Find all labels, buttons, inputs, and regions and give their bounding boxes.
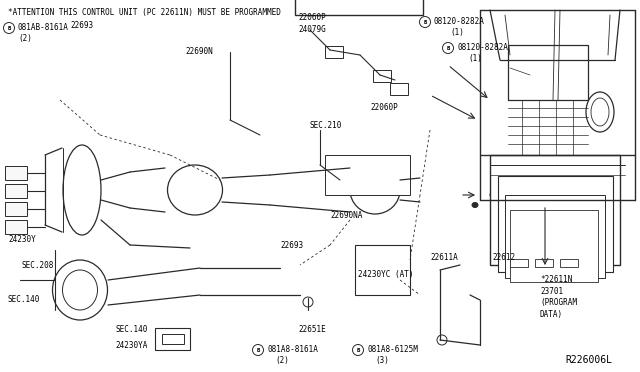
Text: (PROGRAM: (PROGRAM (540, 298, 577, 308)
Text: 24079G: 24079G (298, 26, 326, 35)
Text: 22060P: 22060P (298, 13, 326, 22)
Bar (490, 155, 620, 265)
Text: 08120-8282A: 08120-8282A (434, 17, 485, 26)
Text: *ATTENTION THIS CONTROL UNIT (PC 22611N) MUST BE PROGRAMMED: *ATTENTION THIS CONTROL UNIT (PC 22611N)… (8, 7, 281, 16)
Bar (5, 184, 27, 198)
Text: 22651E: 22651E (298, 326, 326, 334)
Text: 081A8-8161A: 081A8-8161A (268, 346, 319, 355)
Ellipse shape (490, 191, 500, 199)
Text: B: B (446, 45, 450, 51)
Text: 24230YA: 24230YA (115, 340, 147, 350)
Text: 22690N: 22690N (185, 48, 212, 57)
Ellipse shape (63, 270, 97, 310)
Text: (3): (3) (375, 356, 389, 365)
Ellipse shape (52, 260, 108, 320)
Text: SEC.140: SEC.140 (8, 295, 40, 305)
Text: SEC.208: SEC.208 (22, 260, 54, 269)
Text: B: B (8, 26, 11, 31)
Text: 22060P: 22060P (370, 103, 397, 112)
Text: 081A8-6125M: 081A8-6125M (368, 346, 419, 355)
Text: B: B (356, 347, 360, 353)
Ellipse shape (63, 145, 101, 235)
Ellipse shape (591, 98, 609, 126)
Text: B: B (257, 347, 260, 353)
Bar (162, 334, 184, 344)
Text: 23701: 23701 (540, 288, 563, 296)
Text: SEC.140: SEC.140 (115, 326, 147, 334)
Text: 22693: 22693 (70, 20, 93, 29)
Bar (5, 166, 27, 180)
Bar (155, 328, 190, 350)
Bar (295, 0, 423, 15)
Text: 22693: 22693 (280, 241, 303, 250)
Text: 081AB-8161A: 081AB-8161A (18, 23, 69, 32)
Text: R226006L: R226006L (565, 355, 612, 365)
Ellipse shape (586, 92, 614, 132)
Bar (373, 70, 391, 82)
Bar (505, 195, 605, 278)
Text: (1): (1) (468, 54, 482, 62)
Text: B: B (424, 19, 427, 25)
Bar (5, 220, 27, 234)
Text: DATA): DATA) (540, 310, 563, 318)
Bar (355, 245, 410, 295)
Text: (2): (2) (275, 356, 289, 365)
Bar (560, 259, 578, 267)
Text: 24230YC (AT): 24230YC (AT) (358, 270, 413, 279)
Bar (510, 259, 528, 267)
Text: 24230Y: 24230Y (8, 235, 36, 244)
Text: *22611N: *22611N (540, 276, 572, 285)
Ellipse shape (168, 165, 223, 215)
Bar (508, 45, 588, 100)
Bar (498, 176, 613, 272)
Bar (510, 210, 598, 282)
Bar (325, 155, 410, 195)
Text: SEC.210: SEC.210 (310, 121, 342, 129)
Bar (390, 83, 408, 95)
Ellipse shape (350, 166, 400, 214)
Text: 22611A: 22611A (430, 253, 458, 263)
Text: 08120-8282A: 08120-8282A (457, 44, 508, 52)
Bar (325, 46, 343, 58)
Text: (1): (1) (450, 28, 464, 36)
Bar (5, 202, 27, 216)
Bar (535, 259, 553, 267)
Text: 22690NA: 22690NA (330, 211, 362, 219)
Text: (2): (2) (18, 33, 32, 42)
Text: 22612: 22612 (492, 253, 515, 263)
Ellipse shape (472, 202, 478, 208)
